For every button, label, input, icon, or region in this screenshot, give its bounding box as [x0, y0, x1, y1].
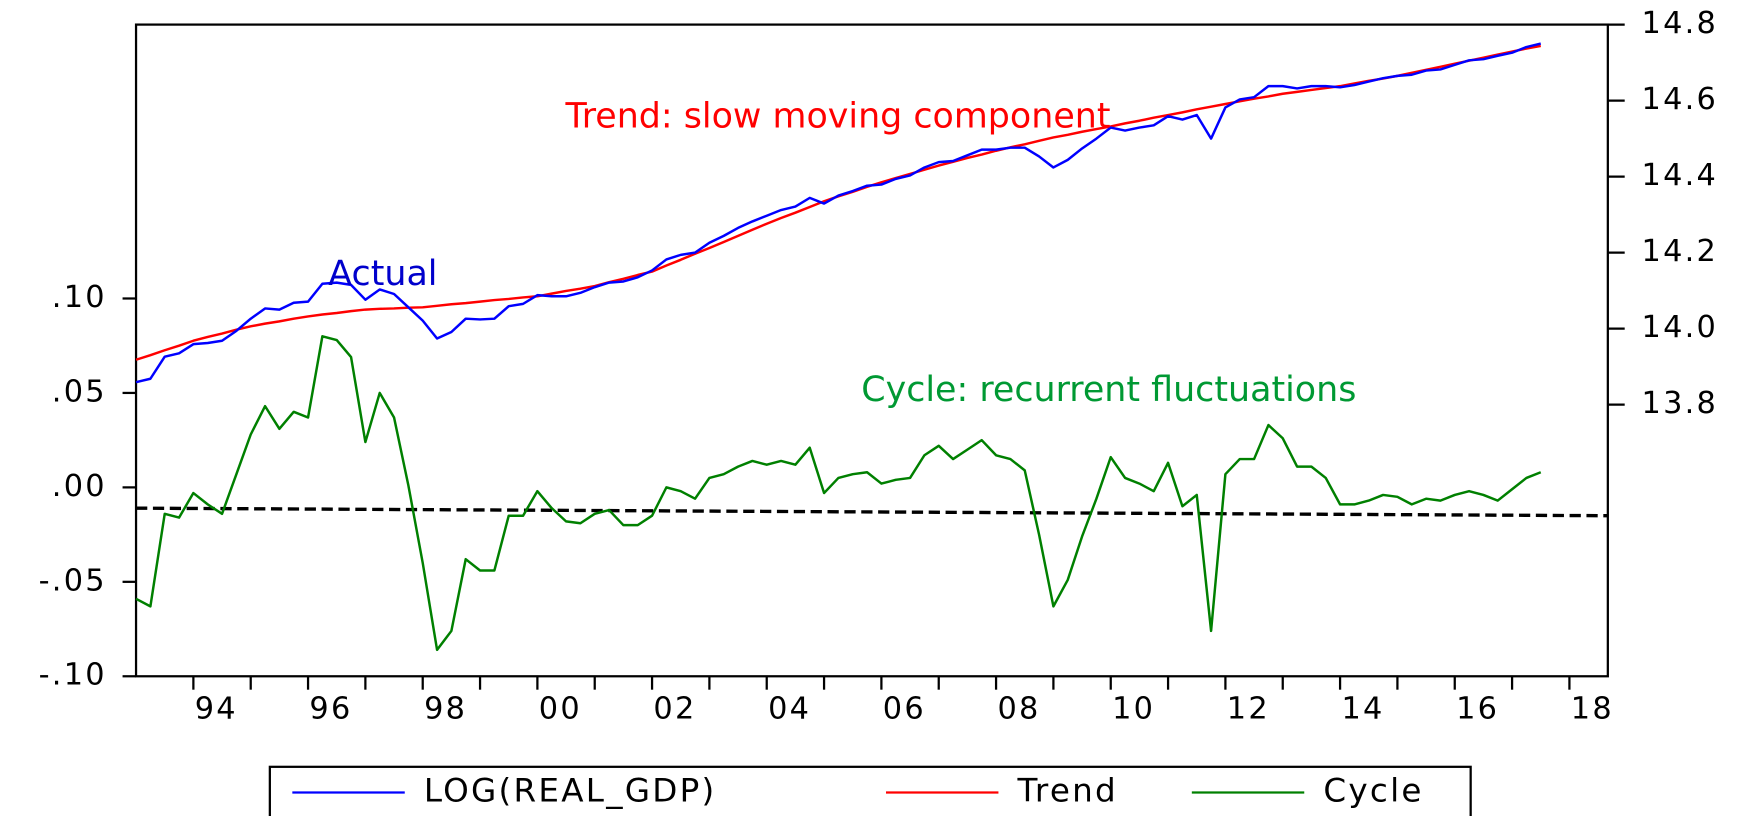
x-tick-label: 00	[539, 691, 582, 726]
y-tick-label: .05	[52, 374, 107, 409]
series-line	[135, 44, 1541, 361]
x-tick-label: 10	[1112, 691, 1155, 726]
x-tick-label: 08	[997, 691, 1040, 726]
y-tick-label: -.05	[39, 563, 107, 598]
y-tick-label: .10	[52, 280, 107, 315]
series-line	[135, 42, 1542, 384]
x-tick-label: 04	[768, 691, 811, 726]
x-tick-label: 12	[1227, 691, 1270, 726]
y-tick-label: -.10	[39, 658, 107, 693]
x-tick-label: 96	[309, 691, 352, 726]
y2-tick-label: 14.4	[1642, 158, 1719, 193]
x-tick-label: 16	[1456, 691, 1499, 726]
legend-label: LOG(REAL_GDP)	[424, 772, 717, 810]
legend-label: Trend	[1017, 772, 1118, 810]
y2-tick-label: 14.6	[1642, 82, 1719, 117]
series-line	[135, 335, 1542, 652]
y-tick-label: .00	[52, 469, 107, 504]
x-tick-label: 18	[1571, 691, 1614, 726]
reference-line	[136, 506, 1608, 518]
x-tick-label: 02	[653, 691, 696, 726]
x-tick-label: 14	[1341, 691, 1384, 726]
y2-tick-label: 13.8	[1642, 386, 1719, 421]
x-tick-label: 06	[883, 691, 926, 726]
y2-tick-label: 14.0	[1642, 310, 1719, 345]
x-tick-label: 94	[195, 691, 238, 726]
legend-label: Cycle	[1323, 772, 1423, 810]
annotation: Actual	[328, 254, 437, 294]
x-tick-label: 98	[424, 691, 467, 726]
y2-tick-label: 14.2	[1642, 234, 1719, 269]
annotation: Cycle: recurrent fluctuations	[861, 370, 1356, 410]
y2-tick-label: 14.8	[1642, 6, 1719, 41]
plot-frame	[134, 23, 1609, 678]
annotation: Trend: slow moving component	[565, 96, 1111, 136]
